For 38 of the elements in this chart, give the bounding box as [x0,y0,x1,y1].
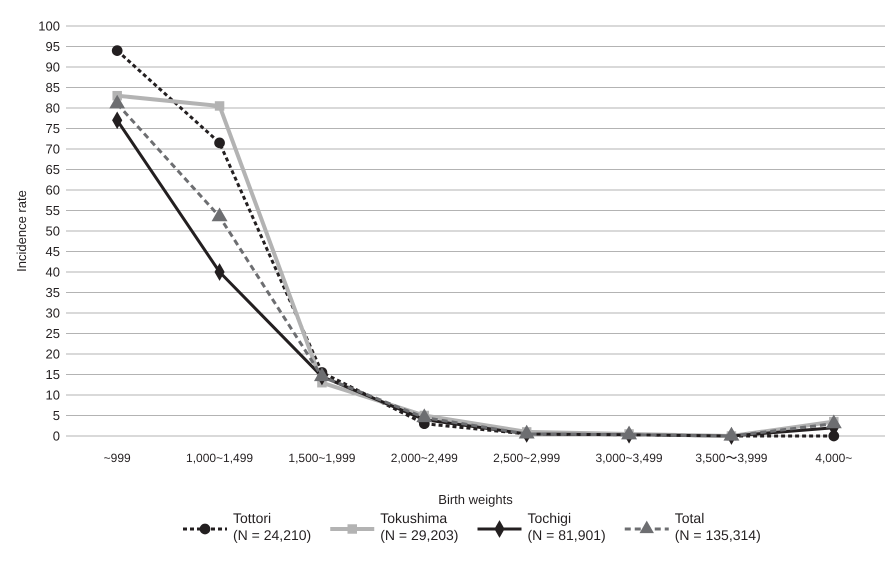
y-tick-label: 85 [46,80,60,96]
y-tick-label: 10 [46,388,60,403]
y-tick-label: 100 [38,18,60,34]
x-tick-label: 3,500〜3,999 [695,451,768,465]
point [112,45,123,56]
legend-label: Tokushima (N = 29,203) [380,510,458,543]
y-tick-label: 50 [46,224,60,239]
point [214,138,225,148]
y-tick-label: 20 [46,346,60,362]
legend-label: Total (N = 135,314) [674,510,761,543]
y-tick-label: 75 [46,121,60,136]
y-tick-label: 35 [46,285,60,300]
y-tick-label: 55 [46,203,60,218]
y-tick-label: 0 [52,428,60,444]
x-tick-label: 2,500~2,999 [493,451,561,465]
y-tick-label: 90 [46,60,60,75]
x-tick-label: 3,000~3,499 [596,451,663,465]
x-tick-label: 1,000~1,499 [186,451,254,465]
point [214,101,224,111]
x-axis-title: Birth weights [438,492,514,507]
x-tick-label: 4,000~ [815,451,852,465]
x-tick-label: 2,000~2,499 [390,451,458,465]
y-tick-label: 45 [46,244,60,260]
y-tick-label: 5 [52,408,60,424]
x-tick-label: 1,500~1,999 [288,451,356,465]
legend-label: Tochigi (N = 81,901) [528,510,606,543]
x-tick-label: ~999 [104,451,132,465]
y-tick-label: 15 [46,367,60,382]
y-tick-label: 60 [46,182,60,198]
y-tick-label: 25 [46,326,60,342]
legend-label: Tottori (N = 24,210) [233,510,312,543]
y-axis-title: Incidence rate [14,190,29,272]
y-tick-label: 95 [46,39,60,54]
y-tick-label: 30 [46,306,60,321]
y-tick-label: 65 [46,162,60,178]
y-tick-label: 80 [46,100,60,116]
y-tick-label: 40 [46,264,60,280]
y-tick-label: 70 [46,142,60,157]
